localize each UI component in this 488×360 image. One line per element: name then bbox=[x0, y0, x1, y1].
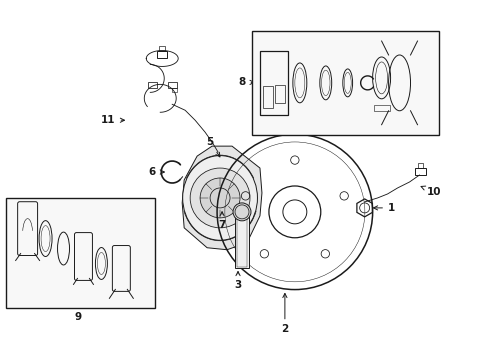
Text: 7: 7 bbox=[218, 212, 225, 230]
Text: 1: 1 bbox=[373, 203, 394, 213]
Bar bbox=[237, 215, 246, 267]
Text: 5: 5 bbox=[206, 137, 220, 157]
Bar bbox=[6, 198, 155, 307]
Bar bbox=[274, 85, 285, 103]
Bar bbox=[417, 163, 423, 168]
Text: 2: 2 bbox=[281, 293, 288, 334]
Circle shape bbox=[200, 178, 240, 218]
Ellipse shape bbox=[183, 156, 257, 240]
Bar bbox=[172, 88, 177, 92]
Bar bbox=[148, 82, 157, 88]
Circle shape bbox=[190, 168, 249, 228]
Text: 11: 11 bbox=[101, 115, 124, 125]
Text: 6: 6 bbox=[148, 167, 164, 177]
Ellipse shape bbox=[233, 203, 250, 221]
Text: 3: 3 bbox=[234, 271, 241, 289]
Text: 4: 4 bbox=[234, 236, 241, 253]
Polygon shape bbox=[182, 146, 262, 250]
Bar bbox=[159, 45, 165, 50]
Text: 10: 10 bbox=[420, 186, 441, 197]
Bar bbox=[251, 31, 439, 135]
Bar bbox=[263, 86, 272, 108]
Bar bbox=[235, 213, 248, 268]
Bar bbox=[168, 82, 177, 88]
Text: 8: 8 bbox=[238, 77, 254, 87]
Text: 9: 9 bbox=[75, 312, 82, 323]
Bar bbox=[373, 105, 389, 111]
Bar bbox=[260, 51, 287, 115]
Bar bbox=[157, 50, 167, 58]
Bar bbox=[414, 168, 426, 175]
